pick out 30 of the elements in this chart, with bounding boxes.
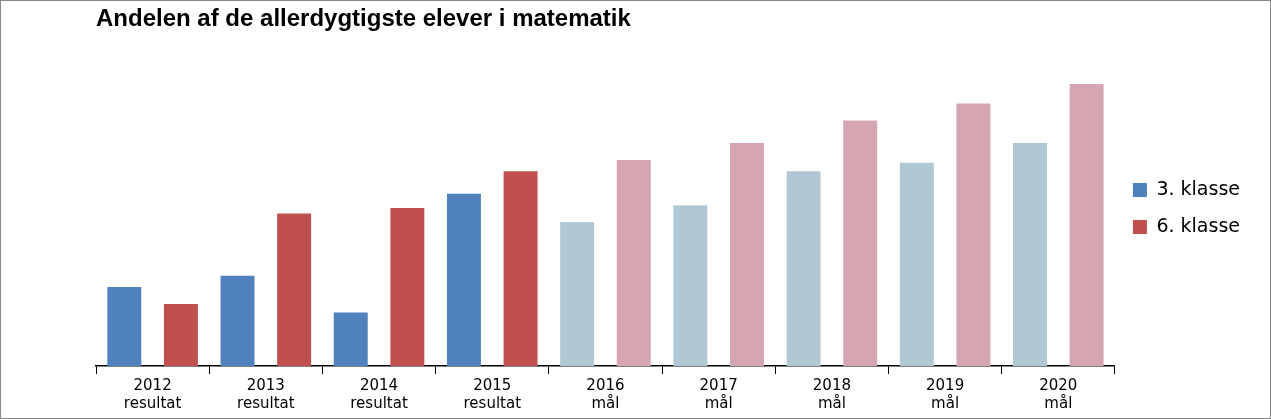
bar [1069, 83, 1104, 366]
bar [277, 213, 312, 366]
bar [673, 205, 708, 366]
x-tick-label: 2018 mål [812, 375, 851, 412]
bar [1013, 143, 1047, 366]
x-tick-label: 2015 resultat [463, 375, 522, 412]
x-tick-label: 2012 resultat [123, 375, 182, 412]
bar [843, 120, 878, 366]
bar [220, 275, 255, 366]
bar [390, 207, 425, 366]
x-tick-label: 2016 mål [586, 375, 625, 412]
bar [163, 303, 198, 366]
legend-label: 6. klasse [1156, 213, 1241, 236]
bar [503, 171, 538, 366]
x-tick-label: 2020 mål [1039, 375, 1078, 412]
x-tick-label: 2019 mål [926, 375, 965, 412]
bar [956, 103, 991, 366]
legend-label: 3. klasse [1156, 176, 1241, 199]
chart-title: Andelen af de allerdygtigste elever i matematik [96, 4, 632, 32]
bar [333, 312, 368, 366]
bar [560, 222, 595, 366]
x-tick-label: 2014 resultat [350, 375, 408, 412]
bar [786, 171, 821, 366]
bar [730, 143, 764, 366]
x-tick-label: 2017 mål [699, 375, 738, 412]
bar [446, 193, 481, 366]
bar [899, 162, 934, 366]
x-tick-label: 2013 resultat [237, 375, 295, 412]
bar [616, 159, 651, 366]
bar [107, 286, 142, 366]
